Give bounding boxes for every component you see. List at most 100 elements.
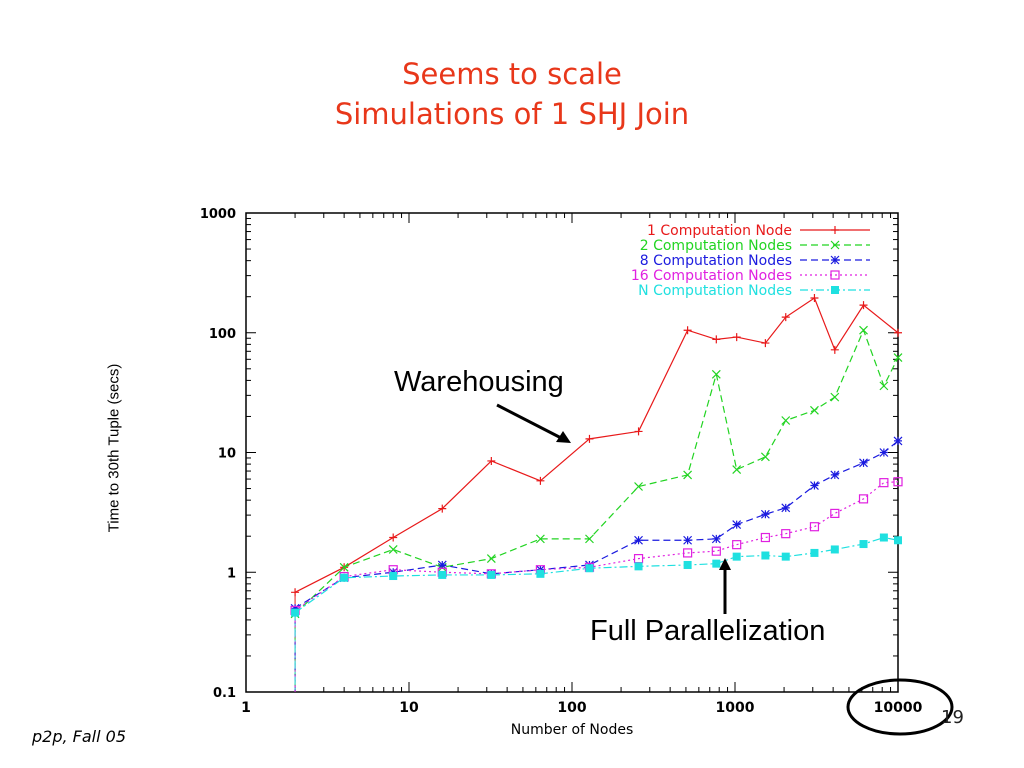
data-point [859, 301, 868, 310]
footer-text: p2p, Fall 05 [32, 727, 127, 746]
data-point [585, 564, 594, 573]
data-point [732, 552, 741, 561]
data-point [438, 570, 447, 579]
series-line [294, 481, 899, 611]
parallel-arrowhead [719, 558, 731, 570]
data-point [761, 339, 770, 348]
data-point [831, 226, 839, 234]
data-point [536, 569, 545, 578]
data-point [830, 545, 839, 554]
data-point [781, 503, 791, 513]
y-tick-label: 1 [227, 566, 236, 581]
data-point [858, 494, 869, 504]
data-point [389, 533, 398, 542]
data-point [683, 326, 692, 335]
data-point [732, 540, 742, 550]
data-point [859, 325, 868, 335]
x-axis-label: Number of Nodes [511, 722, 633, 738]
data-point [339, 562, 349, 572]
data-point [810, 294, 819, 303]
data-point [879, 448, 889, 457]
data-point [711, 546, 721, 556]
series-line [294, 297, 899, 593]
data-point [859, 540, 868, 549]
legend-label: 2 Computation Nodes [640, 238, 792, 254]
data-point [585, 534, 594, 544]
series-5 [291, 533, 902, 692]
y-tick-label: 0.1 [213, 686, 236, 701]
data-point [830, 470, 840, 480]
data-point [830, 255, 840, 265]
data-point [585, 434, 594, 443]
x-tick-label: 100 [557, 700, 586, 716]
data-point [879, 478, 889, 488]
data-point [830, 270, 840, 280]
x-tick-label: 10 [399, 700, 419, 716]
slide-title-line2: Simulations of 1 SHJ Join [334, 97, 690, 131]
data-point [683, 470, 693, 480]
data-point [732, 333, 741, 342]
series-3 [290, 436, 903, 692]
data-point [732, 520, 742, 530]
y-axis-label: Time to 30th Tuple (secs) [105, 363, 123, 533]
data-point [388, 545, 398, 554]
data-point [634, 562, 643, 571]
data-point [810, 481, 819, 490]
data-point [879, 533, 888, 542]
series-line [294, 328, 899, 615]
data-point [732, 465, 742, 475]
y-tick-label: 100 [209, 327, 236, 342]
y-tick-label: 10 [218, 447, 236, 462]
data-point [290, 603, 300, 613]
legend-label: N Computation Nodes [638, 283, 792, 299]
x-tick-label: 10000 [874, 700, 923, 716]
data-point [781, 529, 791, 539]
data-point [760, 532, 770, 543]
legend-label: 8 Computation Nodes [640, 253, 792, 269]
data-point [830, 240, 840, 250]
legend-label: 1 Computation Node [647, 223, 792, 239]
x-tick-label: 1000 [716, 700, 755, 716]
data-point [893, 477, 903, 487]
data-point [712, 335, 721, 344]
data-point [781, 313, 790, 322]
data-point [486, 554, 496, 564]
data-point [830, 508, 840, 519]
data-point [438, 504, 447, 513]
data-point [711, 534, 721, 544]
data-point [761, 551, 770, 560]
y-tick-label: 1000 [200, 207, 236, 222]
full-parallelization-annotation: Full Parallelization [590, 615, 826, 647]
data-point [683, 548, 693, 558]
data-point [879, 381, 889, 391]
data-point [340, 573, 349, 582]
data-point [809, 522, 820, 532]
highlight-circle [846, 678, 954, 736]
data-point [634, 427, 643, 436]
data-point [830, 345, 839, 354]
warehousing-arrowhead [556, 431, 571, 443]
x-tick-label: 1 [241, 700, 251, 716]
data-point [389, 572, 398, 581]
data-point [712, 559, 721, 568]
data-point [893, 436, 903, 446]
data-point [291, 608, 300, 617]
data-point [781, 552, 790, 561]
slide-title-line1: Seems to scale [402, 57, 622, 91]
data-point [760, 452, 770, 462]
legend-label: 16 Computation Nodes [631, 268, 792, 284]
data-point [634, 535, 643, 545]
data-point [831, 286, 839, 294]
data-point [683, 560, 692, 569]
data-point [893, 353, 903, 363]
data-point [810, 405, 819, 415]
series-line [294, 440, 899, 609]
data-point [291, 588, 300, 597]
series-line [294, 536, 899, 614]
data-point [536, 476, 545, 485]
page-number: 19 [941, 707, 964, 728]
data-point [437, 560, 447, 570]
data-point [487, 570, 496, 579]
data-point [760, 509, 770, 519]
data-point [894, 536, 902, 545]
